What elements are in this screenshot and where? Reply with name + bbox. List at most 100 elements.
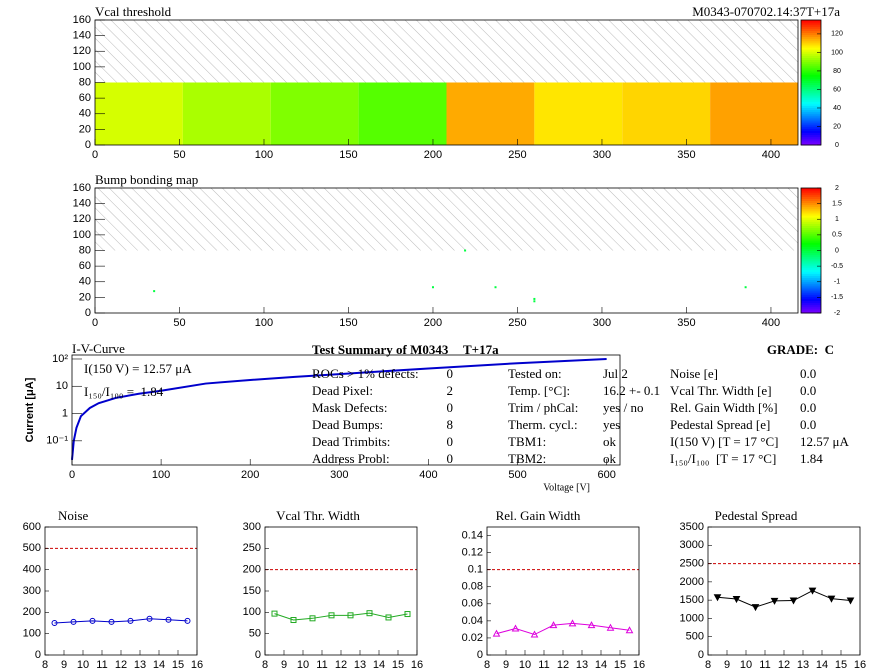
summary-value: 8 [447,417,454,432]
x-tick-label: 15 [172,659,184,671]
x-tick-label: 11 [316,659,327,671]
color-scale-segment [801,296,821,299]
bump-pixel [494,286,497,289]
x-tick-label: 11 [96,659,107,671]
summary-value: yes [603,417,620,432]
color-scale-label: -0.5 [831,263,843,270]
y-axis-label: Current [μA] [24,377,36,442]
y-tick-label: 0.04 [462,615,483,627]
color-scale-segment [801,30,821,33]
marker [808,587,817,595]
color-scale-segment [801,130,821,133]
color-scale-segment [801,294,821,297]
summary-label: Trim / phCal: [508,400,578,415]
color-scale-segment [801,231,821,235]
color-scale-frame [800,19,822,146]
series-line [274,612,408,621]
y-tick-label: 80 [79,244,91,256]
color-scale-segment [801,124,821,127]
x-tick-label: 300 [593,149,611,161]
series-line [496,622,630,636]
color-scale-segment [801,248,821,251]
y-tick-label: 50 [249,628,261,640]
x-tick-label: 200 [424,317,442,329]
color-scale-segment [801,49,821,52]
marker [587,621,596,629]
heatmap-cell [182,82,271,145]
marker [165,616,172,623]
color-scale-segment [801,115,821,119]
summary-label: Temp. [°C]: [508,383,570,398]
x-tick-label: 14 [595,659,607,671]
x-tick-label: 10 [77,659,89,671]
color-scale-segment [801,240,821,243]
y-tick-label: 0 [255,649,261,661]
color-scale-segment [801,260,821,264]
summary-label: Dead Pixel: [312,383,373,398]
marker [770,597,779,605]
color-scale-segment [801,304,821,308]
bump-pixel [464,249,467,252]
x-tick-label: 8 [42,659,48,671]
chart-title: Noise [58,508,89,523]
color-scale-label: 60 [833,86,841,93]
heatmap-cell [270,82,359,145]
color-scale-segment [801,275,821,279]
color-scale-label: 1 [835,216,839,223]
plot-frame [71,354,621,466]
color-scale-segment [801,128,821,131]
color-scale-segment [801,28,821,31]
summary-label: TBM2: [508,451,546,466]
color-scale-segment [801,300,821,304]
y-tick-label: 140 [73,30,91,42]
y-tick-label: 100 [243,606,261,618]
y-tick-label: 0 [698,649,704,661]
summary-value: 0 [447,434,454,449]
x-tick-label: 300 [593,317,611,329]
color-scale-segment [801,134,821,138]
x-tick-label: 11 [538,659,549,671]
color-scale-segment [801,26,821,29]
marker [309,615,316,622]
marker [290,617,297,624]
summary-value: 12.57 μA [800,434,849,449]
y-tick-label: 100 [73,229,91,241]
x-tick-label: 8 [262,659,268,671]
color-scale-segment [801,302,821,306]
color-scale-segment [801,258,821,262]
summary-label: I₁₅₀/I₁₀₀ [T = 17 °C] [670,451,776,466]
x-tick-label: 15 [835,659,847,671]
color-scale-segment [801,292,821,295]
marker [328,612,335,619]
y-tick-label: 60 [79,92,91,104]
color-scale-segment [801,196,821,199]
y-tick-label: 40 [79,108,91,120]
color-scale-segment [801,269,821,272]
y-tick-label: 2500 [680,557,704,569]
color-scale-segment [801,67,821,71]
color-scale-segment [801,36,821,40]
color-scale-segment [801,120,821,123]
summary-label: Address Probl: [312,451,390,466]
summary-label: Vcal Thr. Width [e] [670,383,772,398]
color-scale-segment [801,70,821,73]
x-tick-label: 400 [762,149,780,161]
y-tick-label: 160 [73,182,91,194]
marker [789,597,798,605]
color-scale-segment [801,250,821,254]
y-tick-label: 250 [243,542,261,554]
x-tick-label: 16 [633,659,645,671]
summary-value: 0 [447,366,454,381]
color-scale-segment [801,99,821,102]
marker [70,618,77,625]
color-scale-segment [801,111,821,115]
summary-label: Rel. Gain Width [%] [670,400,778,415]
summary-label: Noise [e] [670,366,718,381]
color-scale-segment [801,225,821,229]
x-tick-label: 15 [392,659,404,671]
color-scale-segment [801,42,821,46]
summary-title: Test Summary of M0343 [312,342,449,357]
bump-pixel [744,286,747,289]
x-tick-label: 250 [508,317,526,329]
grade: GRADE: C [767,342,834,357]
